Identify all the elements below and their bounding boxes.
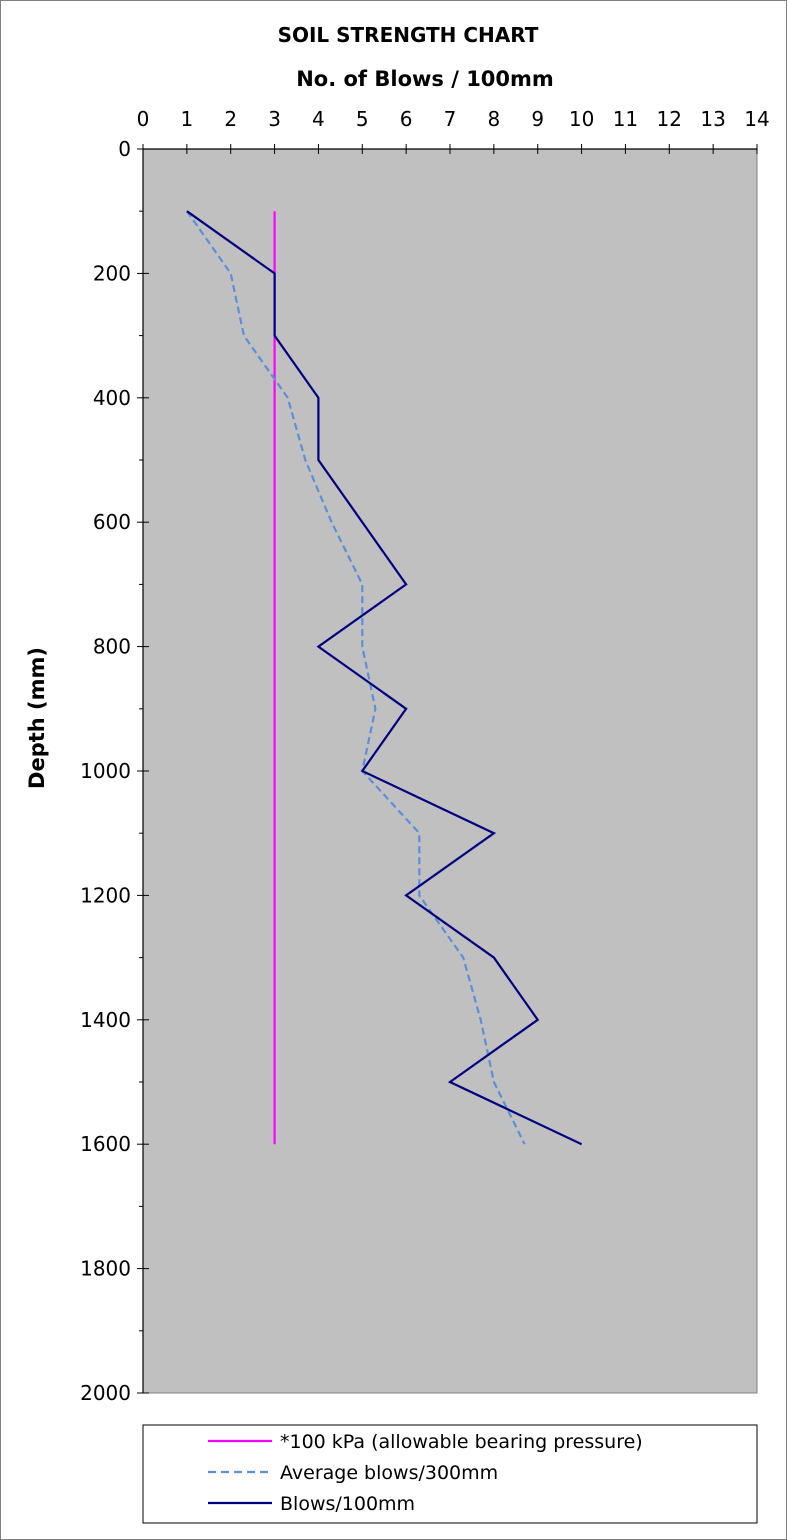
y-tick-label: 600 [93,510,131,534]
y-tick-label: 1200 [80,883,131,907]
y-tick-label: 1800 [80,1257,131,1281]
series-line-2 [186,210,526,1145]
series-layer [186,210,583,1146]
x-tick-label: 7 [444,107,457,131]
plot-area [142,148,758,1394]
y-tick-label: 1600 [80,1132,131,1156]
axes: 0 1 2 3 4 5 6 7 8 9 10 11 12 13 1402004006008001000120… [80,107,770,1405]
y-tick-label: 1400 [80,1008,131,1032]
y-tick-label: 2000 [80,1381,131,1405]
y-tick-label: 0 [118,137,131,161]
y-tick-label: 1000 [80,759,131,783]
x-tick-label: 2 [224,107,237,131]
legend-label-2: Average blows/300mm [280,1462,498,1484]
x-tick-label: 0 [137,107,150,131]
x-axis-label: No. of Blows / 100mm [296,67,554,91]
x-tick-label: 3 [268,107,281,131]
legend-label-1: *100 kPa (allowable bearing pressure) [280,1431,643,1453]
x-tick-label: 6 [400,107,413,131]
y-tick-label: 800 [93,635,131,659]
x-tick-label: 13 [700,107,725,131]
y-tick-label: 400 [93,386,131,410]
x-tick-label: 9 [531,107,544,131]
legend: *100 kPa (allowable bearing pressure) Ave… [142,1424,758,1524]
legend-label-3: Blows/100mm [280,1493,415,1515]
series-line-3 [186,210,583,1146]
x-tick-label: 14 [744,107,769,131]
chart-title: SOIL STRENGTH CHART [278,23,539,47]
x-tick-label: 8 [487,107,500,131]
x-tick-label: 11 [613,107,638,131]
x-tick-label: 4 [312,107,325,131]
x-tick-label: 12 [657,107,682,131]
x-tick-label: 5 [356,107,369,131]
x-tick-label: 10 [569,107,594,131]
y-tick-label: 200 [93,261,131,285]
x-tick-label: 1 [180,107,193,131]
y-axis-label: Depth (mm) [25,647,49,789]
